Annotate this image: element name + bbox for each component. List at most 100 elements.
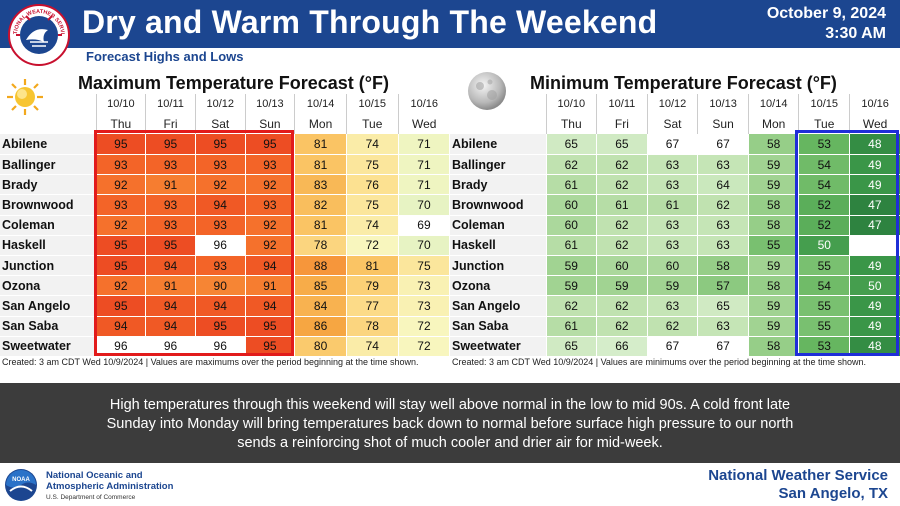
min-temp-cell: 49 [849,174,900,196]
city-name: Brownwood [0,194,97,216]
max-temp-cell: 71 [398,174,451,196]
min-temp-cell: 55 [798,255,851,277]
min-temp-cell: 59 [647,275,699,297]
min-temp-cell: 55 [798,316,851,337]
min-temp-cell: 58 [748,194,800,216]
min-temp-cell: 61 [546,235,598,257]
min-temp-cell: 54 [798,275,851,297]
min-date-header: 10/16 [849,94,900,115]
min-temp-cell: 48 [849,134,900,156]
min-temp-cell: 59 [748,316,800,337]
noaa-name: National Oceanic and Atmospheric Adminis… [46,470,173,503]
max-table-row: Haskell 95 95 96 92 78 72 70 [0,235,451,257]
max-temp-cell: 94 [195,295,246,317]
moon-icon [468,72,506,110]
min-temp-cell: 54 [798,154,851,176]
max-temp-cell: 71 [398,134,451,156]
max-temp-cell: 95 [96,255,147,277]
max-temp-cell: 72 [398,336,451,357]
min-temp-cell: 62 [546,295,598,317]
min-table-row: San Saba 61 62 62 63 59 55 49 [450,316,900,337]
office-name: National Weather Service San Angelo, TX [708,467,888,503]
issue-time: 3:30 AM [825,25,886,42]
max-temp-cell: 95 [195,134,246,156]
min-table-row: Sweetwater 65 66 67 67 58 53 48 [450,336,900,357]
min-table-row: Junction 59 60 60 58 59 55 49 [450,255,900,277]
min-temp-cell: 65 [596,134,648,156]
min-table-note: Created: 3 am CDT Wed 10/9/2024 | Values… [452,357,867,367]
max-temp-cell: 96 [96,336,147,357]
max-temp-cell: 95 [96,295,147,317]
max-temp-cell: 74 [346,134,399,156]
max-day-header: Sun [244,114,295,135]
min-temp-cell: 58 [748,215,800,236]
max-temp-cell: 93 [245,194,296,216]
subtitle-bar [0,48,900,68]
max-temp-cell: 93 [96,194,147,216]
min-temp-cell: 53 [798,134,851,156]
min-temp-cell: 65 [546,336,598,357]
noaa-logo-text: NOAA [12,477,30,483]
max-table-row: San Angelo 95 94 94 94 84 77 73 [0,295,451,317]
min-temp-cell: 58 [748,134,800,156]
max-temp-cell: 72 [398,316,451,337]
max-table-row: Sweetwater 96 96 96 95 80 74 72 [0,336,451,357]
min-table-row: Ballinger 62 62 63 63 59 54 49 [450,154,900,176]
max-temp-cell: 92 [96,174,147,196]
min-temp-cell: 62 [596,174,648,196]
city-name: Ballinger [0,154,97,176]
max-table-row: Coleman 92 93 93 92 81 74 69 [0,215,451,236]
office-line2: San Angelo, TX [778,485,888,502]
min-temp-cell: 64 [697,174,749,196]
min-temp-cell: 59 [546,255,598,277]
min-day-header: Sun [697,114,749,135]
max-temp-cell: 86 [294,316,347,337]
min-temp-cell: 63 [647,235,699,257]
max-temp-cell: 93 [145,194,196,216]
max-temp-cell: 95 [195,316,246,337]
max-temp-cell: 85 [294,275,347,297]
max-temp-cell: 94 [96,316,147,337]
min-temp-cell: 47 [849,194,900,216]
noaa-logo: NOAA [5,469,37,501]
max-date-header: 10/10 [95,94,146,115]
max-temp-cell: 92 [245,215,296,236]
max-temp-cell: 94 [245,255,296,277]
min-table-row: Haskell 61 62 63 63 55 50 46 [450,235,900,257]
min-temperature-table: 10/10 10/11 10/12 10/13 10/14 10/15 10/16 Thu Fr… [450,94,900,357]
min-temp-cell: 60 [546,215,598,236]
max-temp-cell: 75 [398,255,451,277]
max-table-title: Maximum Temperature Forecast (°F) [78,73,389,93]
max-date-header: 10/14 [294,94,347,115]
min-temp-cell: 59 [748,154,800,176]
max-temp-cell: 75 [346,194,399,216]
min-date-header: 10/12 [646,94,698,115]
max-day-header: Thu [95,114,146,135]
max-temp-cell: 92 [245,174,296,196]
min-temp-cell: 63 [697,154,749,176]
min-temp-cell: 62 [596,215,648,236]
min-temp-cell: 55 [748,235,800,257]
max-temp-cell: 78 [294,235,347,257]
city-name: San Saba [450,316,547,337]
max-temp-cell: 84 [294,295,347,317]
min-temp-cell: 48 [849,336,900,357]
min-temp-cell: 55 [798,295,851,317]
min-temp-cell: 67 [697,336,749,357]
city-name: Haskell [0,235,97,257]
max-day-header: Fri [145,114,196,135]
min-date-header: 10/10 [545,94,597,115]
min-temp-cell: 62 [697,194,749,216]
max-temp-cell: 95 [245,134,296,156]
max-temperature-table: 10/10 10/11 10/12 10/13 10/14 10/15 10/16 Thu Fr… [0,94,451,357]
min-temp-cell: 63 [647,174,699,196]
min-date-row: 10/10 10/11 10/12 10/13 10/14 10/15 10/16 [450,94,900,115]
min-temp-cell: 46 [849,235,900,257]
min-temp-cell: 50 [849,275,900,297]
max-day-row: Thu Fri Sat Sun Mon Tue Wed [0,114,450,135]
min-temp-cell: 67 [697,134,749,156]
max-temp-cell: 73 [398,275,451,297]
max-day-header: Mon [294,114,347,135]
min-temp-cell: 62 [546,154,598,176]
max-temp-cell: 92 [195,174,246,196]
